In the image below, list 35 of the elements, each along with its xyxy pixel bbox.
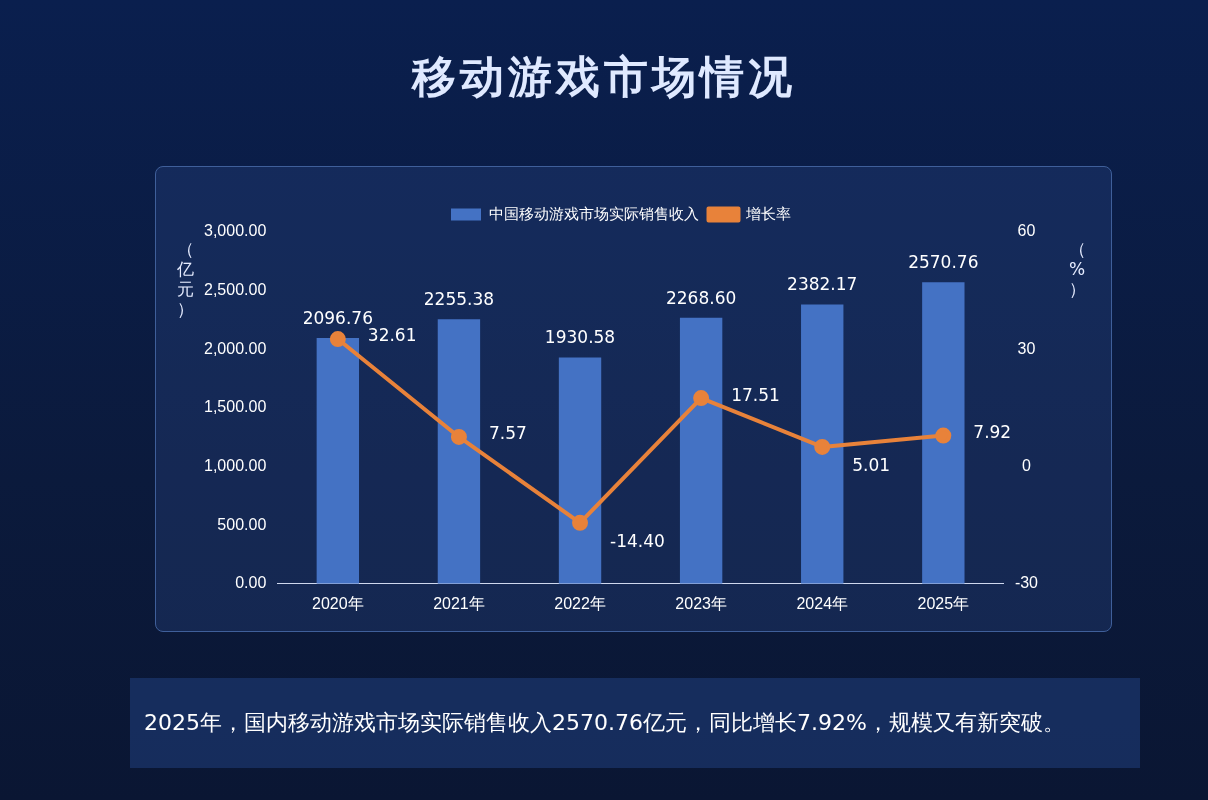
x-tick-label: 2024年: [796, 594, 849, 612]
data-label: 17.51: [731, 384, 780, 405]
data-label: 2570.76: [908, 252, 979, 273]
y-tick-label: 2,000.00: [204, 339, 267, 357]
y2-tick-label: 0: [1021, 456, 1031, 474]
y-tick-label: 500.00: [217, 515, 267, 533]
data-label: 2255.38: [423, 289, 495, 310]
y-tick-label: 2,500.00: [204, 281, 267, 299]
x-tick-label: 2020年: [312, 594, 364, 612]
y2-tick-label: 30: [1017, 339, 1036, 357]
y-tick-label: 3,000.00: [204, 222, 267, 240]
legend-label: 中国移动游戏市场实际销售收入: [488, 204, 699, 222]
y-tick-label: 1,000.00: [204, 456, 267, 474]
data-label: 2382.17: [787, 274, 858, 295]
y2-axis-title: （%）: [1067, 239, 1087, 299]
y2-tick-label: -30: [1014, 574, 1039, 592]
chart-title: 移动游戏市场情况: [410, 50, 797, 104]
y-tick-label: 1,500.00: [204, 398, 267, 416]
legend-label: 增长率: [745, 204, 791, 222]
data-label: 2096.76: [302, 307, 373, 328]
text: 2025年，国内移动游戏市场实际销售收入2570.76亿元，同比增长7.92%，规模又有新突破。: [130, 678, 1140, 768]
data-label: 7.57: [488, 423, 527, 444]
data-label: 2268.60: [665, 287, 737, 308]
data-label: 7.92: [973, 422, 1012, 442]
x-tick-label: 2023年: [675, 594, 727, 612]
data-label: 1930.58: [544, 327, 616, 348]
data-label: -14.40: [610, 531, 665, 552]
data-label: 32.61: [367, 325, 417, 346]
x-tick-label: 2021年: [433, 594, 485, 612]
x-tick-label: 2025年: [917, 594, 970, 612]
y-axis-title: （亿元）: [175, 239, 195, 319]
x-tick-label: 2022年: [554, 594, 606, 612]
y-tick-label: 0.00: [235, 574, 267, 592]
data-label: 5.01: [852, 455, 891, 476]
y2-tick-label: 60: [1017, 222, 1036, 240]
